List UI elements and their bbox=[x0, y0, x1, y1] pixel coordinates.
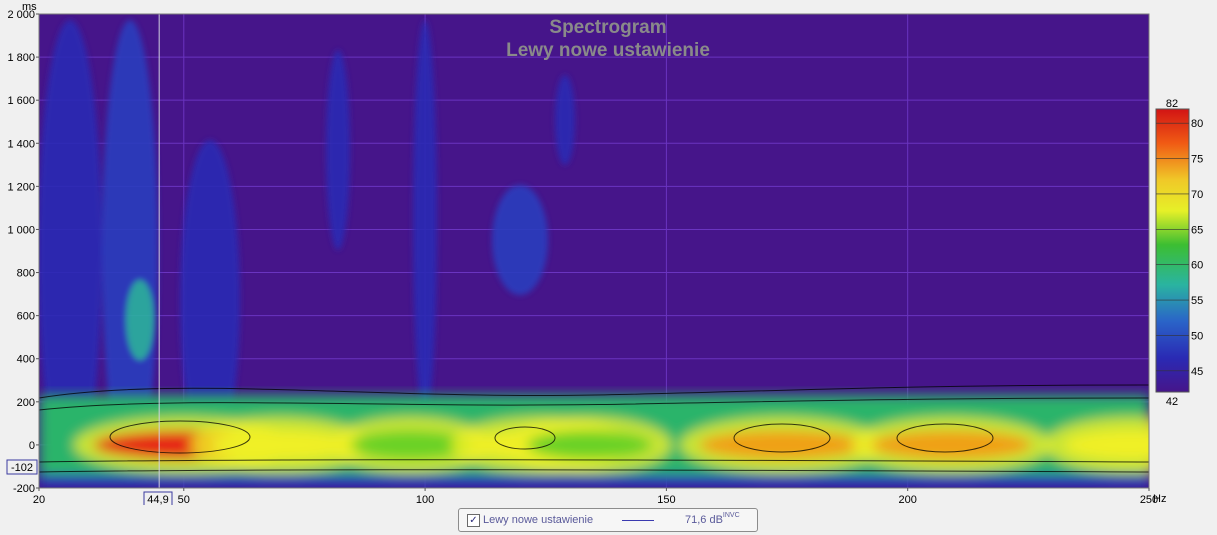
plot-border bbox=[38, 13, 1150, 489]
x-tick-label: 50 bbox=[178, 494, 190, 505]
x-tick-label: 200 bbox=[899, 494, 917, 505]
contour-lines bbox=[39, 384, 1149, 473]
colorbar-ticks: 80 75 70 65 60 55 50 45 bbox=[1156, 118, 1203, 378]
y-tick-label: 1 000 bbox=[7, 224, 35, 236]
legend-value-suffix: INVC bbox=[722, 512, 740, 519]
spectrogram-chart: 20 50 100 150 200 250 2 000 1 800 1 600 1 400 1 2… bbox=[6, 1, 1203, 505]
legend-series-name: Lewy nowe ustawienie bbox=[483, 514, 594, 526]
chart-subtitle: Lewy nowe ustawienie bbox=[506, 40, 710, 61]
y-unit-label: ms bbox=[22, 1, 37, 13]
y-tick-label: 0 bbox=[29, 440, 35, 452]
y-tick-label: 1 600 bbox=[7, 95, 35, 107]
x-axis: 20 50 100 150 200 250 bbox=[33, 488, 1158, 505]
colorbar-max-label: 82 bbox=[1166, 98, 1178, 110]
legend-value: 71,6 dBINVC bbox=[685, 512, 740, 526]
legend-value-text: 71,6 dB bbox=[685, 514, 723, 526]
colorbar-tick-label: 60 bbox=[1191, 260, 1203, 272]
legend-checkbox[interactable]: ✓ bbox=[467, 514, 480, 527]
x-tick-label: 150 bbox=[657, 494, 675, 505]
colorbar-tick-label: 75 bbox=[1191, 154, 1203, 166]
spectral-texture bbox=[39, 20, 575, 480]
legend-line-swatch bbox=[622, 520, 654, 521]
colorbar-tick-label: 50 bbox=[1191, 330, 1203, 342]
y-axis: 2 000 1 800 1 600 1 400 1 200 1 000 800 600 400 2… bbox=[7, 9, 39, 495]
colorbar-tick-label: 55 bbox=[1191, 295, 1203, 307]
colorbar-tick-label: 45 bbox=[1191, 366, 1203, 378]
y-tick-label: -200 bbox=[13, 483, 35, 495]
colorbar-min-label: 42 bbox=[1166, 396, 1178, 408]
ridge-peak bbox=[1064, 430, 1149, 459]
x-tick-label: 100 bbox=[416, 494, 434, 505]
colorbar-tick-label: 65 bbox=[1191, 224, 1203, 236]
ridge-peak bbox=[699, 430, 865, 459]
x-cursor-readout-box bbox=[143, 491, 173, 505]
legend: ✓ Lewy nowe ustawienie 71,6 dBINVC bbox=[458, 508, 758, 532]
ridge-peak bbox=[871, 430, 1032, 459]
y-tick-label: 800 bbox=[17, 268, 35, 280]
colorbar-tick-label: 70 bbox=[1191, 189, 1203, 201]
y-cursor-readout-box bbox=[6, 459, 38, 475]
y-tick-label: 1 800 bbox=[7, 52, 35, 64]
low-frequency-ridge bbox=[39, 395, 1149, 488]
x-tick-label: 20 bbox=[33, 494, 45, 505]
colorbar-tick-label: 80 bbox=[1191, 118, 1203, 130]
ridge-floor bbox=[39, 475, 1149, 488]
y-tick-label: 1 200 bbox=[7, 181, 35, 193]
y-tick-label: 2 000 bbox=[7, 9, 35, 21]
ridge-peak bbox=[526, 430, 652, 459]
ridge-peak bbox=[210, 430, 351, 459]
y-tick-label: 200 bbox=[17, 397, 35, 409]
ridge-peak bbox=[350, 430, 471, 459]
colorbar bbox=[1155, 108, 1190, 393]
y-tick-label: 600 bbox=[17, 311, 35, 323]
x-cursor-readout: 44,9 bbox=[147, 494, 168, 505]
y-cursor-readout: -102 bbox=[11, 462, 33, 474]
y-tick-label: 1 400 bbox=[7, 138, 35, 150]
y-tick-label: 400 bbox=[17, 354, 35, 366]
chart-title: Spectrogram bbox=[549, 17, 666, 38]
x-tick-label: 250 bbox=[1140, 494, 1158, 505]
x-unit-label: Hz bbox=[1153, 493, 1166, 505]
